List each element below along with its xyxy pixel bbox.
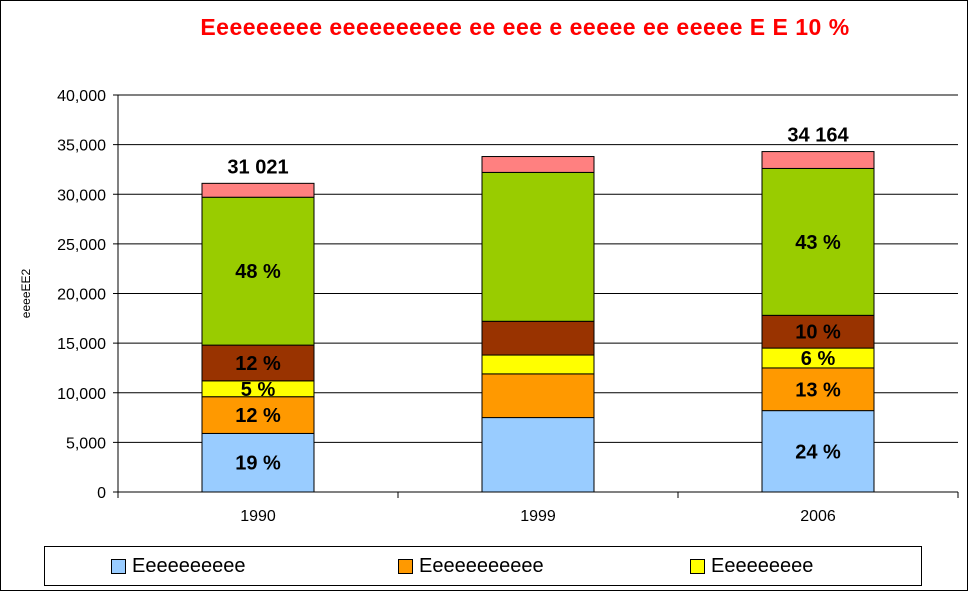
- bar-segment: [201, 182, 315, 198]
- data-label: 12 %: [235, 405, 281, 427]
- y-tick-label: 10,000: [57, 386, 106, 403]
- data-label: 6 %: [801, 348, 836, 370]
- bar-segment: [481, 156, 595, 173]
- legend-item: Eeeeeeeeee: [111, 554, 246, 577]
- bar-segment: [481, 171, 595, 322]
- data-label: 10 %: [795, 322, 841, 344]
- y-tick-label: 40,000: [57, 88, 106, 105]
- data-label: 19 %: [235, 453, 281, 475]
- y-tick-label: 0: [97, 485, 106, 502]
- bar-segment: [201, 196, 315, 346]
- bar-segment: [481, 417, 595, 493]
- bar-segment: [761, 314, 875, 349]
- y-tick-label: 25,000: [57, 237, 106, 254]
- legend-item: Eeeeeeeeeee: [398, 554, 544, 577]
- y-tick-label: 35,000: [57, 138, 106, 155]
- data-label: 24 %: [795, 441, 841, 463]
- data-label: 12 %: [235, 353, 281, 375]
- bar-segment: [481, 354, 595, 375]
- legend-label: Eeeeeeeee: [711, 554, 814, 577]
- data-label: 13 %: [795, 379, 841, 401]
- x-tick-label: 1999: [520, 508, 556, 525]
- legend-swatch: [690, 558, 705, 574]
- bar-segment: [481, 320, 595, 356]
- total-label: 34 164: [787, 125, 849, 147]
- legend-swatch: [111, 558, 126, 574]
- legend-swatch: [398, 558, 413, 574]
- y-tick-label: 5,000: [66, 435, 106, 452]
- bar-segment: [761, 167, 875, 316]
- bar-segment: [201, 432, 315, 493]
- y-tick-label: 20,000: [57, 287, 106, 304]
- legend-label: Eeeeeeeeeee: [419, 554, 544, 577]
- total-label: 31 021: [227, 156, 288, 178]
- x-tick-label: 1990: [240, 508, 276, 525]
- x-tick-label: 2006: [800, 508, 836, 525]
- bar-segment: [761, 151, 875, 169]
- y-tick-label: 30,000: [57, 187, 106, 204]
- chart-title: Eeeeeeeee eeeeeeeeee ee eee e eeeee ee e…: [200, 14, 850, 40]
- bar-segment: [481, 373, 595, 419]
- data-label: 5 %: [241, 379, 276, 401]
- y-tick-label: 15,000: [57, 336, 106, 353]
- legend-item: Eeeeeeeee: [690, 554, 814, 577]
- legend-label: Eeeeeeeeee: [132, 554, 246, 577]
- stacked-bar-chart: 0 5,000 10,000 15,000 20,000 25,000 30,000 35,0…: [19, 88, 959, 525]
- legend: Eeeeeeeeee Eeeeeeeeeee Eeeeeeeee: [44, 546, 922, 586]
- bar-segment: [761, 410, 875, 493]
- data-label: 48 %: [235, 261, 281, 283]
- bar-segment: [761, 367, 875, 412]
- data-label: 43 %: [795, 232, 841, 254]
- y-axis-label: eeeeEE2: [19, 268, 33, 318]
- bar-segment: [201, 396, 315, 434]
